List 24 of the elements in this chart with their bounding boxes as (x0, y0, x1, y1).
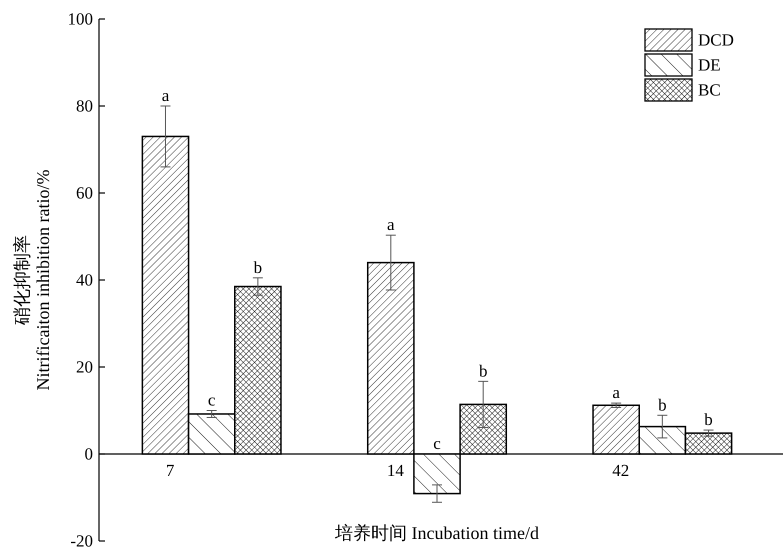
x-axis-title: 培养时间 Incubation time/d (334, 523, 539, 543)
y-tick-label: 0 (84, 444, 93, 464)
x-tick-label: 7 (166, 461, 175, 480)
legend-label: DE (698, 56, 721, 74)
annotation: c (433, 434, 442, 453)
y-tick-label: 20 (76, 358, 93, 376)
legend-label: DCD (698, 30, 734, 50)
annotation: a (162, 86, 170, 105)
legend-label: BC (698, 80, 721, 100)
y-tick-label: 80 (76, 96, 93, 116)
y-tick-label: 40 (76, 270, 93, 290)
annotation: c (208, 390, 216, 410)
annotation: b (478, 361, 488, 380)
x-tick-label: 42 (612, 461, 630, 480)
annotation: a (612, 383, 620, 402)
x-tick-label: 14 (386, 461, 404, 480)
annotation: b (704, 410, 713, 430)
y-tick-label: 100 (68, 10, 93, 28)
y-tick-label: 60 (76, 184, 93, 202)
y-axis-title: 硝化抑制率 Nitrificaiton inhibition ratio/% (12, 170, 53, 390)
y-tick-label: -20 (70, 532, 93, 548)
annotation: a (387, 215, 396, 234)
annotation: b (254, 258, 262, 277)
annotation: b (658, 395, 667, 414)
